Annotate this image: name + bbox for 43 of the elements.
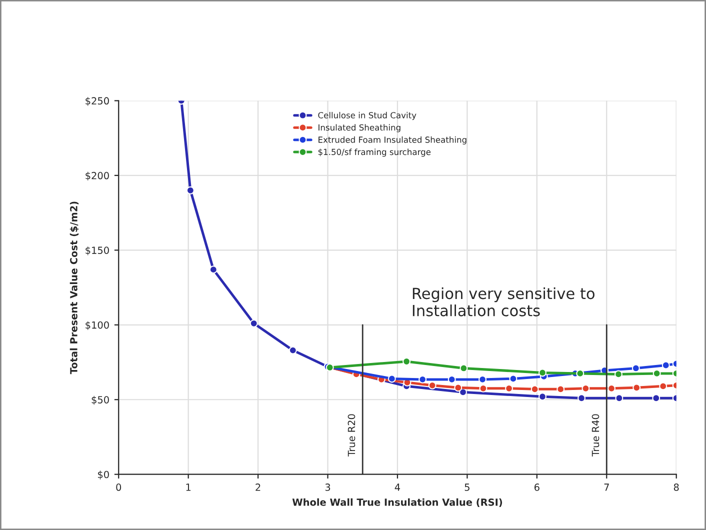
point (578, 394, 586, 402)
y-tick-label: $100 (86, 321, 109, 330)
x-tick-label: 2 (256, 484, 260, 491)
point (288, 346, 297, 354)
point (556, 385, 565, 394)
x-tick-label: 3 (325, 484, 330, 491)
point (632, 364, 640, 372)
point (530, 385, 539, 394)
legend-label: $1.50/sf framing surcharge (318, 148, 431, 157)
point (388, 374, 396, 383)
point (250, 319, 258, 328)
ref-line-label: True R40 (592, 414, 600, 456)
point (538, 392, 546, 401)
y-tick-label: $50 (92, 396, 109, 405)
x-tick-label: 8 (674, 484, 679, 491)
point (509, 374, 518, 383)
x-tick-label: 5 (464, 484, 470, 491)
x-tick-label: 4 (394, 484, 400, 491)
point (632, 384, 641, 392)
x-tick-label: 0 (116, 484, 122, 491)
point (538, 368, 546, 377)
point (662, 361, 670, 370)
legend-label: Extruded Foam Insulated Sheathing (318, 136, 466, 144)
y-tick-label: $150 (86, 246, 109, 256)
point (652, 394, 660, 402)
point (460, 364, 468, 372)
y-axis-title: Total Present Value Cost ($/m2) (70, 202, 79, 374)
point (402, 358, 411, 366)
ref-line-label: True R20 (348, 414, 356, 456)
x-tick-label: 7 (604, 484, 609, 491)
y-tick-label: $250 (86, 97, 109, 106)
y-tick-label: $200 (86, 172, 109, 181)
x-tick-label: 6 (534, 484, 540, 491)
legend-label: Insulated Sheathing (318, 124, 400, 132)
legend-label: Cellulose in Stud Cavity (318, 112, 416, 120)
annotation: Region very sensitive to Installation costs (412, 287, 594, 316)
x-tick-label: 1 (186, 484, 191, 491)
point (454, 384, 462, 392)
x-axis-title: Whole Wall True Insulation Value (RSI) (292, 498, 502, 508)
point (614, 370, 622, 378)
y-tick-label: $0 (98, 470, 109, 480)
point (615, 394, 624, 402)
point (659, 382, 668, 390)
